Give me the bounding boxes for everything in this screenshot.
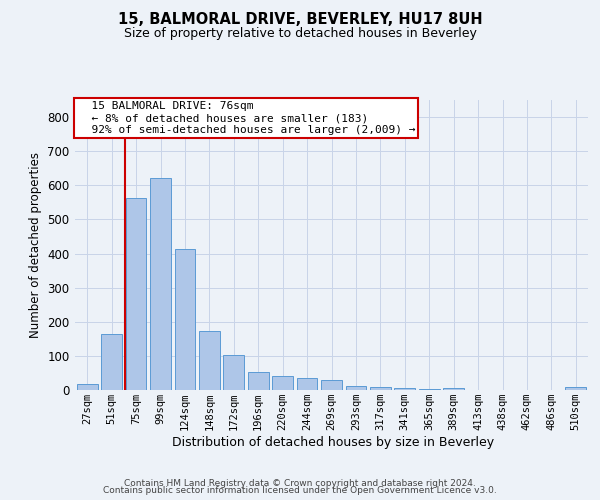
Bar [77,384,98,390]
Y-axis label: Number of detached properties: Number of detached properties [29,152,41,338]
Text: Distribution of detached houses by size in Beverley: Distribution of detached houses by size … [172,436,494,449]
Text: 15 BALMORAL DRIVE: 76sqm
  ← 8% of detached houses are smaller (183)
  92% of se: 15 BALMORAL DRIVE: 76sqm ← 8% of detache… [77,102,415,134]
Bar [443,388,464,390]
Bar [223,355,244,390]
Text: Contains public sector information licensed under the Open Government Licence v3: Contains public sector information licen… [103,486,497,495]
Bar [125,198,146,390]
Bar [199,332,220,390]
Bar [394,388,415,390]
Bar [101,334,122,390]
Bar [419,389,440,390]
Bar [321,380,342,390]
Text: 15, BALMORAL DRIVE, BEVERLEY, HU17 8UH: 15, BALMORAL DRIVE, BEVERLEY, HU17 8UH [118,12,482,28]
Bar [150,178,171,390]
Text: Contains HM Land Registry data © Crown copyright and database right 2024.: Contains HM Land Registry data © Crown c… [124,478,476,488]
Bar [175,249,196,390]
Bar [370,386,391,390]
Bar [248,372,269,390]
Bar [272,376,293,390]
Bar [565,388,586,390]
Bar [346,386,367,390]
Bar [296,378,317,390]
Text: Size of property relative to detached houses in Beverley: Size of property relative to detached ho… [124,28,476,40]
